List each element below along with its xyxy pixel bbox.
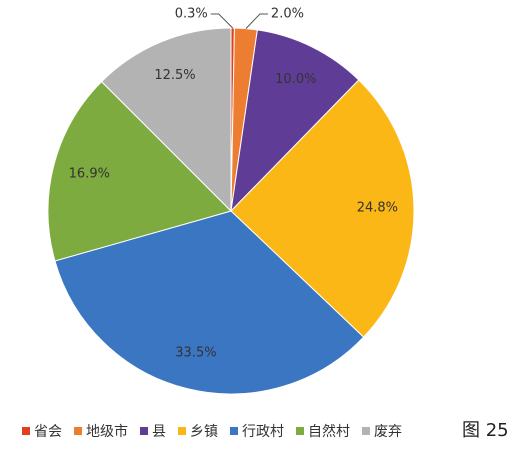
legend-swatch [140,427,148,435]
pie: 0.3% 2.0% 10.0% 24.8% 33.5% 16.9% 12.5% [47,7,415,395]
legend-swatch [362,427,370,435]
legend-label: 地级市 [86,423,128,440]
leader-line [245,13,268,29]
legend-swatch [178,427,186,435]
legend-swatch [22,427,30,435]
legend-label: 省会 [34,424,62,440]
data-label: 24.8% [357,201,398,216]
legend-label: 自然村 [308,423,350,440]
pie-slice [230,79,415,338]
pie-slice [47,80,232,262]
leader-line [210,13,234,29]
data-label: 0.3% [175,7,208,22]
pie-slice [54,210,365,395]
legend-label: 乡镇 [190,424,218,440]
legend-label: 行政村 [242,424,284,440]
legend-swatch [230,427,238,435]
legend-swatch [296,427,304,435]
legend-swatch [74,427,82,435]
figure-caption: 图 25 [462,420,509,441]
legend-label: 废弃 [374,424,402,440]
legend: 省会 地级市 县 乡镇 行政村 自然村 废弃 [22,423,402,440]
pie-slice [100,27,232,213]
data-label: 12.5% [154,68,195,83]
data-label: 33.5% [175,346,216,361]
legend-label: 县 [152,424,166,440]
data-label: 2.0% [271,7,304,22]
pie-slice [230,29,360,213]
data-label: 16.9% [69,167,110,182]
data-label: 10.0% [275,72,316,87]
